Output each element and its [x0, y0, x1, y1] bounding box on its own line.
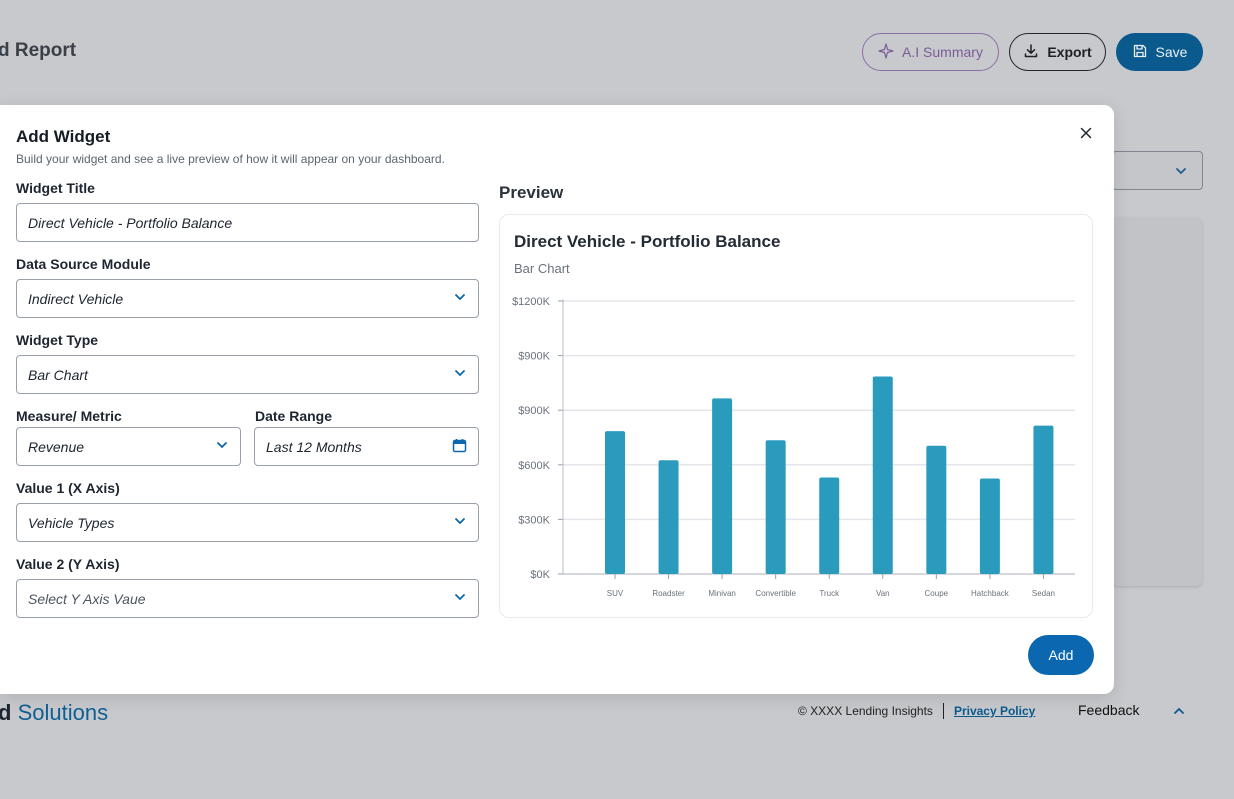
measure-select[interactable]: Revenue: [16, 427, 241, 466]
chevron-up-icon[interactable]: [1172, 704, 1186, 723]
date-range-value: Last 12 Months: [266, 438, 362, 455]
y-tick-label: $600K: [518, 460, 550, 472]
add-widget-modal: Add Widget Build your widget and see a l…: [0, 105, 1114, 694]
bar-roadster: [658, 460, 679, 574]
chart-type-label: Bar Chart: [514, 261, 570, 276]
download-icon: [1023, 43, 1039, 62]
x-axis-value: Vehicle Types: [28, 514, 115, 531]
data-source-value: Indirect Vehicle: [28, 290, 124, 307]
x-tick-label: Van: [876, 589, 890, 598]
footer-copyright: © XXXX Lending Insights Privacy Policy: [798, 703, 1035, 719]
background-card: [1112, 218, 1202, 586]
date-range-label: Date Range: [255, 408, 333, 424]
feedback-link[interactable]: Feedback: [1078, 702, 1140, 718]
ai-summary-label: A.I Summary: [902, 44, 983, 60]
save-label: Save: [1155, 44, 1188, 60]
x-tick-label: SUV: [607, 589, 624, 598]
x-tick-label: Minivan: [708, 589, 736, 598]
x-tick-label: Coupe: [925, 589, 949, 598]
bar-chart: $0K $300K $600K $900K $900K $1200K SUV Roadster…: [512, 296, 1075, 598]
chevron-down-icon: [215, 438, 229, 455]
x-tick-label: Truck: [819, 589, 840, 598]
x-axis-label: Value 1 (X Axis): [16, 480, 120, 496]
chart-title: Direct Vehicle - Portfolio Balance: [514, 232, 781, 251]
date-range-picker[interactable]: Last 12 Months: [254, 427, 479, 466]
bar-minivan: [712, 398, 733, 574]
copyright-text: © XXXX Lending Insights: [798, 704, 933, 718]
y-axis-select[interactable]: Select Y Axis Vaue: [16, 579, 479, 618]
footer-brand: d Solutions: [0, 700, 109, 725]
add-button[interactable]: Add: [1028, 635, 1094, 675]
data-source-select[interactable]: Indirect Vehicle: [16, 279, 479, 318]
y-tick-label: $900K: [518, 351, 550, 363]
export-button[interactable]: Export: [1009, 33, 1106, 71]
chevron-down-icon: [1174, 164, 1188, 183]
bar-hatchback: [979, 478, 1000, 574]
modal-subtitle: Build your widget and see a live preview…: [16, 152, 445, 166]
x-tick-label: Sedan: [1032, 589, 1055, 598]
ai-summary-button[interactable]: A.I Summary: [862, 33, 999, 71]
widget-type-value: Bar Chart: [28, 366, 88, 383]
chevron-down-icon: [453, 590, 467, 607]
page-title: d Report: [0, 40, 77, 61]
sparkle-icon: [878, 42, 894, 62]
preview-heading: Preview: [499, 183, 564, 202]
widget-type-select[interactable]: Bar Chart: [16, 355, 479, 394]
chevron-down-icon: [453, 290, 467, 307]
calendar-icon[interactable]: [452, 438, 467, 456]
y-tick-label: $900K: [518, 405, 550, 417]
widget-title-value: Direct Vehicle - Portfolio Balance: [28, 214, 233, 231]
y-tick-label: $1200K: [512, 296, 551, 308]
footer-divider: [942, 703, 944, 719]
y-axis-placeholder: Select Y Axis Vaue: [28, 590, 146, 607]
privacy-policy-link[interactable]: Privacy Policy: [953, 704, 1036, 718]
bar-convertible: [765, 440, 786, 574]
export-label: Export: [1047, 44, 1092, 60]
widget-type-label: Widget Type: [16, 332, 99, 348]
measure-label: Measure/ Metric: [16, 408, 122, 424]
chevron-down-icon: [453, 514, 467, 531]
widget-title-label: Widget Title: [16, 180, 95, 196]
x-tick-label: Roadster: [652, 589, 685, 598]
x-tick-label: Hatchback: [971, 589, 1010, 598]
bar-suv: [605, 431, 625, 574]
preview-card: Direct Vehicle - Portfolio Balance Bar C…: [499, 214, 1093, 618]
data-source-label: Data Source Module: [16, 256, 151, 272]
save-icon: [1132, 43, 1148, 62]
chevron-down-icon: [453, 366, 467, 383]
modal-title: Add Widget: [16, 127, 111, 146]
y-tick-label: $0K: [530, 569, 550, 581]
x-axis-select[interactable]: Vehicle Types: [16, 503, 479, 542]
background-dropdown[interactable]: [1112, 151, 1203, 190]
close-icon[interactable]: [1078, 125, 1094, 141]
bar-van: [872, 376, 893, 574]
bar-coupe: [926, 445, 947, 574]
measure-value: Revenue: [28, 438, 85, 455]
widget-title-input[interactable]: Direct Vehicle - Portfolio Balance: [16, 203, 479, 242]
y-axis-label: Value 2 (Y Axis): [16, 556, 120, 572]
save-button[interactable]: Save: [1116, 33, 1203, 71]
x-tick-label: Convertible: [755, 589, 796, 598]
bar-sedan: [1033, 425, 1054, 574]
bar-truck: [819, 477, 840, 574]
y-tick-label: $300K: [518, 514, 550, 526]
